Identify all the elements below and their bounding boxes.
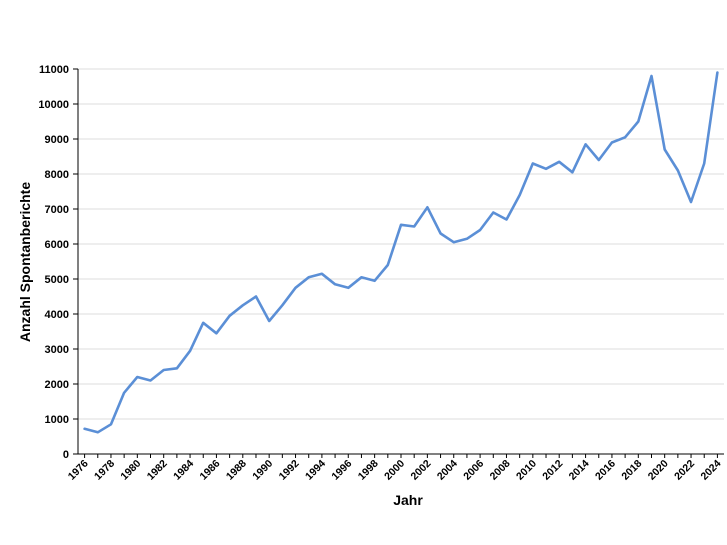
data-point — [162, 369, 164, 371]
data-point — [242, 304, 244, 306]
x-tick-label: 1978 — [92, 458, 117, 483]
series — [83, 71, 719, 434]
data-point — [453, 241, 455, 243]
data-point — [387, 264, 389, 266]
x-tick-label: 2000 — [382, 458, 407, 483]
data-point — [149, 379, 151, 381]
x-tick-label: 2008 — [488, 458, 513, 483]
data-point — [97, 431, 99, 433]
data-point — [347, 287, 349, 289]
data-point — [413, 225, 415, 227]
x-tick-label: 1986 — [198, 458, 223, 483]
data-point — [492, 211, 494, 213]
data-point — [123, 392, 125, 394]
data-point — [466, 238, 468, 240]
x-tick-label: 2016 — [593, 458, 618, 483]
data-point — [136, 376, 138, 378]
series-line — [83, 71, 719, 434]
data-point — [373, 280, 375, 282]
data-point — [558, 161, 560, 163]
x-tick-label: 2012 — [540, 458, 565, 483]
data-point — [518, 194, 520, 196]
data-point — [690, 201, 692, 203]
data-point — [360, 276, 362, 278]
y-tick-labels: 0 1000 2000 3000 4000 5000 6000 7000 8000 9000 100… — [38, 64, 69, 461]
data-point — [598, 159, 600, 161]
data-point — [479, 229, 481, 231]
data-point — [189, 350, 191, 352]
x-tick-label: 2014 — [567, 458, 592, 483]
axes — [73, 68, 724, 458]
data-point — [268, 320, 270, 322]
data-point — [584, 143, 586, 145]
data-point — [637, 120, 639, 122]
data-point — [255, 295, 257, 297]
y-tick-label: 5000 — [45, 274, 69, 286]
data-point — [308, 276, 310, 278]
y-tick-label: 0 — [63, 449, 69, 461]
y-tick-label: 2000 — [45, 379, 69, 391]
x-tick-label: 1976 — [66, 458, 91, 483]
x-tick-label: 2018 — [619, 458, 644, 483]
y-tick-label: 11000 — [39, 64, 69, 76]
x-tick-label: 2010 — [514, 458, 539, 483]
y-tick-label: 8000 — [45, 169, 69, 181]
x-tick-label: 1980 — [118, 458, 143, 483]
data-point — [716, 71, 718, 73]
data-point — [110, 423, 112, 425]
gridlines — [78, 68, 724, 420]
y-tick-label: 3000 — [45, 344, 69, 356]
x-tick-label: 1984 — [171, 458, 196, 483]
x-tick-label: 1982 — [145, 458, 170, 483]
y-tick-label: 9000 — [45, 134, 69, 146]
y-tick-label: 10000 — [38, 99, 69, 111]
x-tick-labels: 1976 1978 1980 1982 1984 1986 1988 1990 1992 1994… — [66, 458, 724, 483]
data-point — [176, 367, 178, 369]
x-tick-label: 2022 — [672, 458, 697, 483]
data-point — [650, 75, 652, 77]
x-tick-label: 2024 — [699, 458, 724, 483]
data-point — [663, 148, 665, 150]
x-axis-title: Jahr — [393, 492, 423, 508]
x-tick-label: 1994 — [303, 458, 328, 483]
x-tick-label: 2020 — [646, 458, 671, 483]
data-point — [571, 171, 573, 173]
x-tick-label: 1998 — [356, 458, 381, 483]
data-point — [334, 283, 336, 285]
data-point — [505, 218, 507, 220]
x-tick-label: 1990 — [250, 458, 275, 483]
x-tick-label: 2006 — [461, 458, 486, 483]
data-point — [321, 273, 323, 275]
data-point — [532, 162, 534, 164]
x-tick-label: 1996 — [329, 458, 354, 483]
data-point — [215, 332, 217, 334]
data-point — [624, 136, 626, 138]
data-point — [281, 304, 283, 306]
y-tick-label: 4000 — [45, 309, 69, 321]
data-point — [439, 232, 441, 234]
y-axis-title: Anzahl Spontanberichte — [17, 182, 33, 342]
data-point — [202, 322, 204, 324]
x-tick-label: 1992 — [277, 458, 302, 483]
y-tick-label: 7000 — [45, 204, 69, 216]
data-point — [228, 315, 230, 317]
data-point — [545, 168, 547, 170]
data-point — [400, 224, 402, 226]
data-point — [83, 428, 85, 430]
x-tick-label: 1988 — [224, 458, 249, 483]
data-point — [703, 162, 705, 164]
y-tick-label: 6000 — [45, 239, 69, 251]
x-tick-label: 2004 — [435, 458, 460, 483]
data-point — [426, 206, 428, 208]
data-point — [611, 141, 613, 143]
data-point — [677, 169, 679, 171]
y-tick-label: 1000 — [45, 414, 69, 426]
x-tick-label: 2002 — [408, 458, 433, 483]
data-point — [294, 287, 296, 289]
